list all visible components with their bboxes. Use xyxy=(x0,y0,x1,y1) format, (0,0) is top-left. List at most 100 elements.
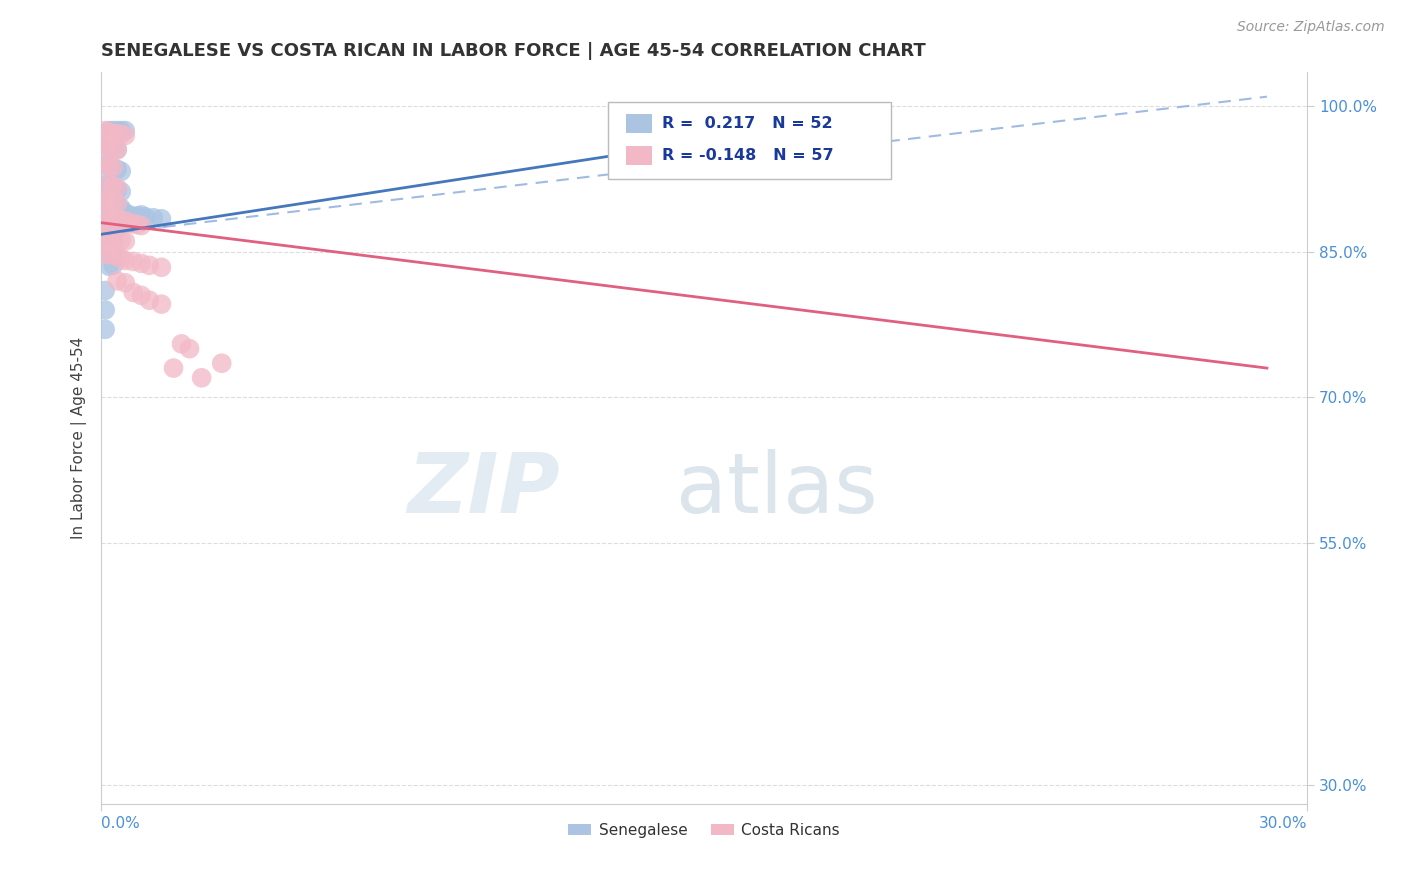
Point xyxy=(114,213,136,227)
Point xyxy=(103,127,125,141)
Point xyxy=(98,209,121,223)
Point xyxy=(131,256,153,270)
Point xyxy=(103,161,125,176)
Point xyxy=(118,216,141,230)
Point xyxy=(211,356,233,370)
Point xyxy=(150,211,173,226)
Point xyxy=(110,128,132,142)
Point xyxy=(94,138,117,153)
Point xyxy=(98,160,121,174)
Point xyxy=(105,181,128,195)
Text: Source: ZipAtlas.com: Source: ZipAtlas.com xyxy=(1237,20,1385,34)
Point xyxy=(110,201,132,215)
Point xyxy=(103,199,125,213)
Point xyxy=(94,233,117,247)
Point xyxy=(105,127,128,141)
Point xyxy=(103,258,125,272)
Point xyxy=(98,234,121,248)
Point xyxy=(98,223,121,237)
Point xyxy=(114,253,136,268)
Point xyxy=(98,160,121,174)
Point xyxy=(105,223,128,237)
Point xyxy=(94,235,117,249)
Point xyxy=(94,244,117,259)
Point xyxy=(94,208,117,222)
Point xyxy=(98,140,121,154)
Point xyxy=(98,138,121,153)
Point xyxy=(114,234,136,248)
Point xyxy=(103,181,125,195)
Point xyxy=(150,297,173,311)
Point xyxy=(110,252,132,266)
Point xyxy=(131,219,153,233)
Point xyxy=(122,254,145,268)
Point xyxy=(94,157,117,171)
Point xyxy=(103,161,125,175)
Point xyxy=(94,222,117,236)
Point xyxy=(103,178,125,193)
Point xyxy=(122,217,145,231)
Point xyxy=(103,142,125,156)
Point xyxy=(94,138,117,153)
Bar xyxy=(626,145,652,165)
Point xyxy=(103,235,125,249)
Point xyxy=(118,208,141,222)
Point xyxy=(105,162,128,177)
Point xyxy=(98,178,121,193)
Point xyxy=(94,220,117,235)
Point xyxy=(131,208,153,222)
Legend: Senegalese, Costa Ricans: Senegalese, Costa Ricans xyxy=(562,817,846,844)
Point xyxy=(94,284,117,298)
Point xyxy=(94,208,117,222)
Y-axis label: In Labor Force | Age 45-54: In Labor Force | Age 45-54 xyxy=(72,337,87,540)
Point xyxy=(98,123,121,137)
Point xyxy=(103,210,125,224)
Point xyxy=(98,198,121,212)
Point xyxy=(138,293,160,308)
Point xyxy=(110,233,132,247)
Point xyxy=(103,224,125,238)
Point xyxy=(98,248,121,262)
Point xyxy=(105,200,128,214)
Point xyxy=(94,177,117,191)
Point xyxy=(105,250,128,264)
Point xyxy=(134,210,156,224)
Text: ZIP: ZIP xyxy=(406,449,560,530)
Point xyxy=(138,258,160,272)
Point xyxy=(110,164,132,178)
Point xyxy=(94,302,117,317)
Point xyxy=(98,235,121,250)
Point xyxy=(103,246,125,260)
Point xyxy=(110,211,132,226)
Point xyxy=(98,177,121,191)
Point xyxy=(105,143,128,157)
Point xyxy=(127,209,149,223)
Point xyxy=(110,123,132,137)
Point xyxy=(114,128,136,143)
Point xyxy=(98,245,121,260)
Bar xyxy=(626,114,652,133)
Point xyxy=(94,322,117,336)
Point xyxy=(122,285,145,300)
Point xyxy=(103,140,125,154)
Point xyxy=(105,196,128,211)
Point xyxy=(94,246,117,260)
Point xyxy=(127,218,149,232)
Point xyxy=(105,211,128,225)
Point xyxy=(142,211,165,225)
Point xyxy=(98,126,121,140)
Point xyxy=(94,196,117,211)
Text: 0.0%: 0.0% xyxy=(101,816,139,831)
Point xyxy=(110,185,132,199)
Point xyxy=(98,260,121,274)
Point xyxy=(105,183,128,197)
FancyBboxPatch shape xyxy=(607,102,891,178)
Point xyxy=(105,123,128,137)
Point xyxy=(105,142,128,156)
Point xyxy=(114,206,136,220)
Point xyxy=(179,342,201,356)
Point xyxy=(105,211,128,225)
Point xyxy=(94,191,117,205)
Point xyxy=(98,209,121,223)
Point xyxy=(103,123,125,137)
